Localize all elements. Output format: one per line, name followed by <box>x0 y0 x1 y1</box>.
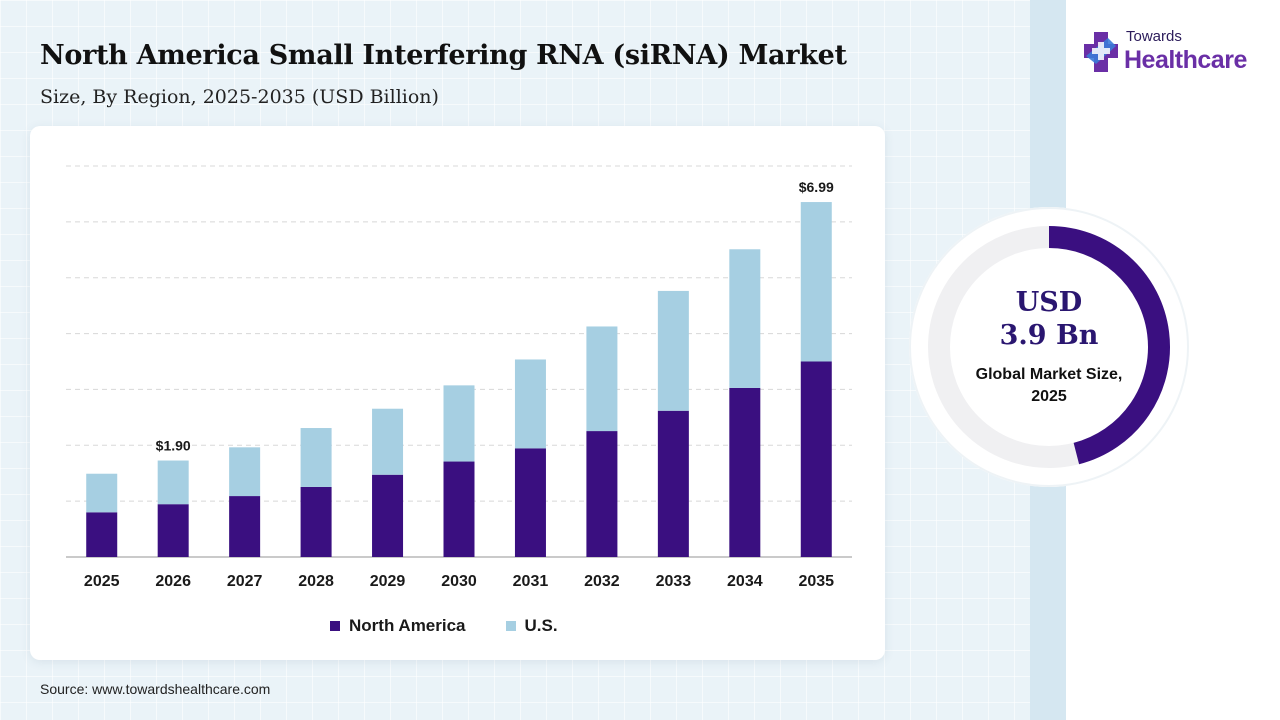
legend-item-north-america: North America <box>330 616 466 636</box>
legend-swatch-north-america <box>330 621 340 631</box>
bar-north-america-2035 <box>800 361 832 557</box>
legend-item-us: U.S. <box>505 616 558 636</box>
donut-outer-disc <box>909 207 1189 487</box>
x-tick-label: 2032 <box>584 573 620 590</box>
source-note: Source: www.towardshealthcare.com <box>40 681 271 697</box>
page-subtitle: Size, By Region, 2025-2035 (USD Billion) <box>40 86 439 108</box>
legend-swatch-us <box>505 621 516 631</box>
x-tick-label: 2030 <box>441 573 477 590</box>
bar-north-america-2032 <box>586 431 618 557</box>
towards-healthcare-logo: Towards Healthcare <box>1082 26 1262 78</box>
bar-us-2025 <box>86 473 118 513</box>
global-market-donut: USD 3.9 Bn Global Market Size, 2025 <box>908 206 1190 488</box>
bar-us-2026 <box>157 460 189 505</box>
bar-north-america-2033 <box>657 410 689 557</box>
bar-north-america-2028 <box>300 486 332 557</box>
bar-north-america-2034 <box>729 387 761 557</box>
x-tick-label: 2034 <box>727 573 763 590</box>
data-label-2026: $1.90 <box>156 438 191 454</box>
bar-us-2035 <box>800 202 832 362</box>
donut-ring <box>909 207 1189 487</box>
bar-us-2034 <box>729 249 761 388</box>
bar-north-america-2025 <box>86 512 118 557</box>
page-title: North America Small Interfering RNA (siR… <box>40 40 847 71</box>
bar-north-america-2026 <box>157 504 189 557</box>
stacked-bar-chart: 2025 2026 2027 2028 2029 2030 2031 2032 2033 2034… <box>66 165 852 590</box>
x-tick-label: 2025 <box>84 573 120 590</box>
bar-north-america-2031 <box>514 448 546 557</box>
donut-caption: Global Market Size, 2025 <box>975 366 1123 405</box>
x-tick-label: 2035 <box>798 573 834 590</box>
bar-north-america-2027 <box>229 496 261 557</box>
bar-us-2032 <box>586 326 618 432</box>
medical-cross-icon <box>1084 32 1118 72</box>
data-label-2035: $6.99 <box>799 179 834 195</box>
bar-us-2028 <box>300 428 332 487</box>
donut-arc <box>1048 226 1170 465</box>
x-tick-label: 2031 <box>513 573 549 590</box>
x-tick-label: 2028 <box>298 573 334 590</box>
x-tick-label: 2033 <box>656 573 692 590</box>
x-tick-label: 2027 <box>227 573 263 590</box>
chart-card: 2025 2026 2027 2028 2029 2030 2031 2032 2033 2034… <box>30 126 885 660</box>
x-tick-label: 2029 <box>370 573 406 590</box>
legend-label-north-america: North America <box>349 616 466 635</box>
bar-us-2027 <box>229 447 261 497</box>
bar-us-2029 <box>372 408 404 475</box>
bar-us-2033 <box>657 290 689 411</box>
logo-text-bottom: Healthcare <box>1124 46 1247 74</box>
donut-value-line2: 3.9 Bn <box>999 320 1099 351</box>
bar-north-america-2029 <box>372 474 404 557</box>
logo-text-top: Towards <box>1126 28 1182 45</box>
donut-outer-border <box>909 207 1189 487</box>
legend-label-us: U.S. <box>524 616 558 635</box>
donut-value-line1: USD <box>1015 287 1083 318</box>
donut-center: USD 3.9 Bn Global Market Size, 2025 <box>908 206 1190 488</box>
chart-legend: North America U.S. <box>330 616 558 636</box>
bar-us-2031 <box>514 359 546 449</box>
x-tick-label: 2026 <box>155 573 191 590</box>
bar-north-america-2030 <box>443 461 475 557</box>
bar-us-2030 <box>443 385 475 462</box>
